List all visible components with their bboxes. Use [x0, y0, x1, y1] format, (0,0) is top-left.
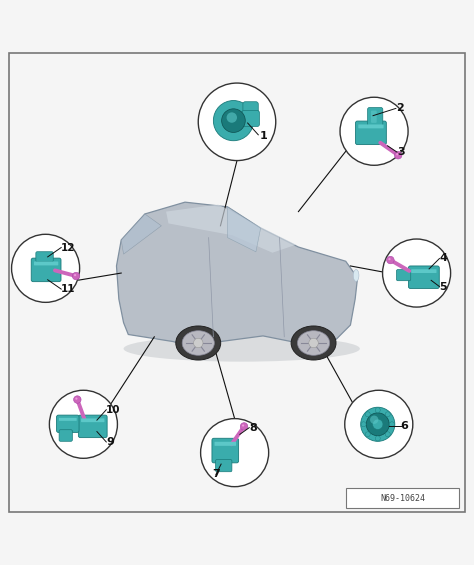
FancyBboxPatch shape	[356, 121, 386, 145]
FancyBboxPatch shape	[409, 266, 439, 289]
Circle shape	[74, 274, 76, 276]
FancyBboxPatch shape	[396, 270, 411, 281]
FancyBboxPatch shape	[59, 430, 73, 441]
Text: 4: 4	[439, 254, 447, 263]
Circle shape	[396, 153, 398, 155]
Polygon shape	[166, 205, 296, 253]
Text: 1: 1	[259, 131, 267, 141]
Ellipse shape	[298, 331, 329, 355]
FancyBboxPatch shape	[346, 488, 459, 508]
Ellipse shape	[291, 326, 336, 360]
Text: 2: 2	[396, 103, 404, 114]
FancyBboxPatch shape	[36, 252, 53, 262]
FancyBboxPatch shape	[215, 442, 236, 446]
Polygon shape	[121, 214, 161, 254]
Circle shape	[394, 151, 402, 159]
FancyBboxPatch shape	[216, 459, 232, 472]
Circle shape	[375, 407, 380, 412]
FancyBboxPatch shape	[411, 270, 437, 273]
Circle shape	[366, 413, 389, 436]
Text: 11: 11	[61, 284, 76, 294]
Circle shape	[240, 423, 248, 430]
Circle shape	[242, 424, 244, 427]
Text: 5: 5	[439, 281, 447, 292]
Circle shape	[345, 390, 413, 458]
FancyBboxPatch shape	[243, 102, 258, 115]
Text: 12: 12	[61, 242, 76, 253]
Ellipse shape	[124, 336, 360, 362]
Circle shape	[73, 396, 81, 403]
Circle shape	[383, 239, 451, 307]
Circle shape	[373, 419, 383, 429]
FancyBboxPatch shape	[242, 111, 259, 127]
Text: N69-10624: N69-10624	[380, 493, 425, 502]
Circle shape	[222, 109, 245, 132]
Polygon shape	[228, 207, 261, 252]
FancyBboxPatch shape	[31, 258, 61, 281]
Circle shape	[361, 422, 366, 427]
Ellipse shape	[182, 331, 214, 355]
Circle shape	[309, 338, 318, 347]
FancyBboxPatch shape	[78, 415, 107, 438]
FancyBboxPatch shape	[59, 418, 77, 421]
Ellipse shape	[353, 270, 359, 281]
Circle shape	[385, 412, 390, 417]
Circle shape	[389, 422, 394, 427]
Text: 10: 10	[106, 405, 121, 415]
Text: 7: 7	[212, 470, 220, 480]
Circle shape	[375, 436, 380, 441]
FancyBboxPatch shape	[371, 111, 377, 123]
Text: 9: 9	[106, 437, 114, 447]
FancyBboxPatch shape	[81, 419, 104, 422]
Text: 3: 3	[397, 147, 404, 157]
Circle shape	[388, 258, 391, 260]
Circle shape	[385, 432, 390, 437]
Circle shape	[365, 412, 370, 417]
Circle shape	[201, 419, 269, 486]
Circle shape	[370, 415, 378, 424]
Text: 6: 6	[401, 421, 409, 431]
Circle shape	[387, 257, 394, 264]
FancyBboxPatch shape	[34, 262, 58, 266]
Circle shape	[49, 390, 118, 458]
Circle shape	[213, 101, 254, 141]
Circle shape	[198, 83, 276, 160]
Circle shape	[227, 112, 237, 123]
Circle shape	[365, 432, 370, 437]
Text: 8: 8	[249, 423, 257, 433]
FancyBboxPatch shape	[56, 415, 79, 432]
FancyBboxPatch shape	[212, 438, 238, 463]
Circle shape	[340, 97, 408, 166]
Circle shape	[73, 272, 80, 280]
FancyBboxPatch shape	[368, 107, 383, 126]
Circle shape	[11, 234, 80, 302]
Circle shape	[193, 338, 203, 347]
Polygon shape	[117, 202, 357, 349]
Circle shape	[75, 398, 78, 399]
Circle shape	[361, 407, 395, 441]
FancyBboxPatch shape	[358, 124, 383, 128]
Ellipse shape	[176, 326, 221, 360]
